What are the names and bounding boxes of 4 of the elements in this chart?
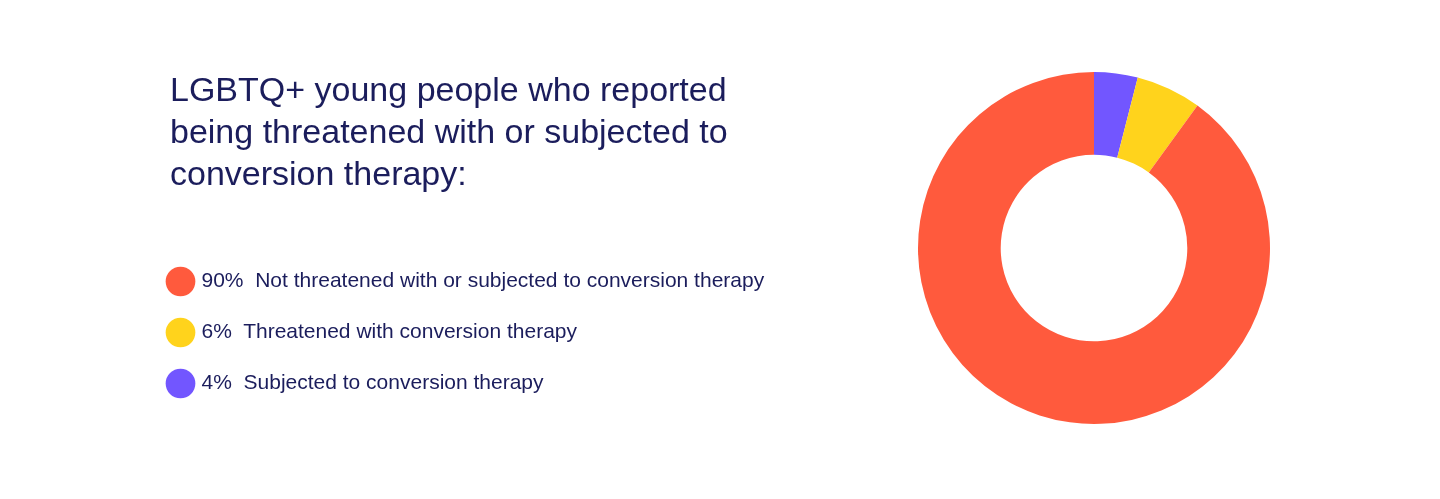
legend-label: 6% Threatened with conversion therapy — [201, 319, 578, 343]
legend-label: 4% Subjected to conversion therapy — [201, 370, 545, 394]
legend-label: 90% Not threatened with or subjected to conversion therapy — [201, 268, 765, 292]
text: LGBTQ+ young people who reported being threatened with or subjected to conversion therapy: — [170, 69, 729, 194]
